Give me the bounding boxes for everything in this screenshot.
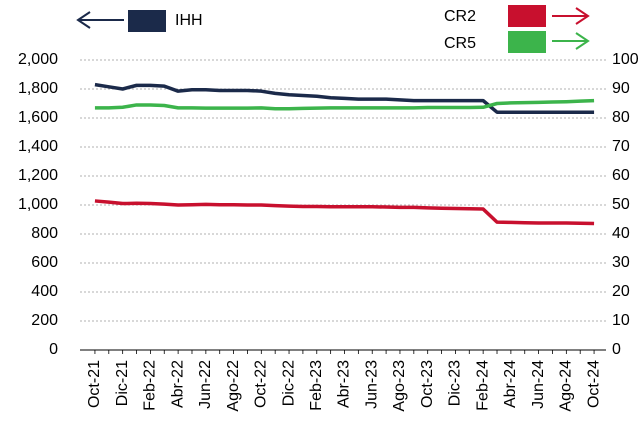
x-tick-label: Abr-24 xyxy=(502,360,519,408)
legend-label: CR2 xyxy=(444,8,476,25)
y-tick-label: 0 xyxy=(49,341,58,358)
y2-tick-label: 40 xyxy=(612,225,630,242)
y2-tick-label: 100 xyxy=(612,51,639,68)
legend xyxy=(76,7,590,50)
series-line xyxy=(94,199,595,226)
legend-swatch xyxy=(508,31,546,53)
y2-tick-label: 80 xyxy=(612,109,630,126)
x-tick-label: Abr-22 xyxy=(169,360,186,408)
x-tick-label: Ago-23 xyxy=(391,360,408,412)
x-tick-label: Oct-23 xyxy=(419,360,436,408)
series-line xyxy=(94,98,595,111)
y-tick-label: 200 xyxy=(31,312,58,329)
x-tick-label: Ago-22 xyxy=(225,360,242,412)
x-tick-label: Jun-24 xyxy=(530,360,547,409)
x-tick-label: Feb-22 xyxy=(142,360,159,411)
y2-tick-label: 0 xyxy=(612,341,621,358)
x-tick-label: Oct-22 xyxy=(253,360,270,408)
y-tick-label: 600 xyxy=(31,254,58,271)
y-tick-label: 400 xyxy=(31,283,58,300)
y-tick-label: 800 xyxy=(31,225,58,242)
x-tick-label: Dic-22 xyxy=(280,360,297,406)
y2-tick-label: 70 xyxy=(612,138,630,155)
legend-label: CR5 xyxy=(444,35,476,52)
x-tick-label: Jun-23 xyxy=(363,360,380,409)
x-tick-label: Feb-24 xyxy=(474,360,491,411)
x-tick-label: Ago-24 xyxy=(558,360,575,412)
x-tick-label: Dic-23 xyxy=(447,360,464,406)
legend-swatch xyxy=(508,5,546,27)
y-tick-label: 2,000 xyxy=(18,51,58,68)
x-tick-label: Jun-22 xyxy=(197,360,214,409)
y2-tick-label: 20 xyxy=(612,283,630,300)
x-tick-label: Dic-21 xyxy=(114,360,131,406)
y-tick-label: 1,200 xyxy=(18,167,58,184)
y2-tick-label: 30 xyxy=(612,254,630,271)
y-tick-label: 1,400 xyxy=(18,138,58,155)
series-line xyxy=(94,82,595,114)
y-tick-label: 1,600 xyxy=(18,109,58,126)
x-tick-label: Abr-23 xyxy=(336,360,353,408)
y2-tick-label: 90 xyxy=(612,80,630,97)
y-tick-label: 1,800 xyxy=(18,80,58,97)
x-tick-label: Oct-21 xyxy=(86,360,103,408)
y2-tick-label: 50 xyxy=(612,196,630,213)
legend-label: IHH xyxy=(175,12,203,29)
legend-swatch xyxy=(128,10,166,32)
legend-arrow xyxy=(76,11,91,29)
x-tick-label: Oct-24 xyxy=(585,360,602,408)
y2-tick-label: 60 xyxy=(612,167,630,184)
legend-arrow xyxy=(575,7,590,25)
y-tick-label: 1,000 xyxy=(18,196,58,213)
y2-tick-label: 10 xyxy=(612,312,630,329)
legend-arrow xyxy=(575,32,590,50)
x-tick-label: Feb-23 xyxy=(308,360,325,411)
